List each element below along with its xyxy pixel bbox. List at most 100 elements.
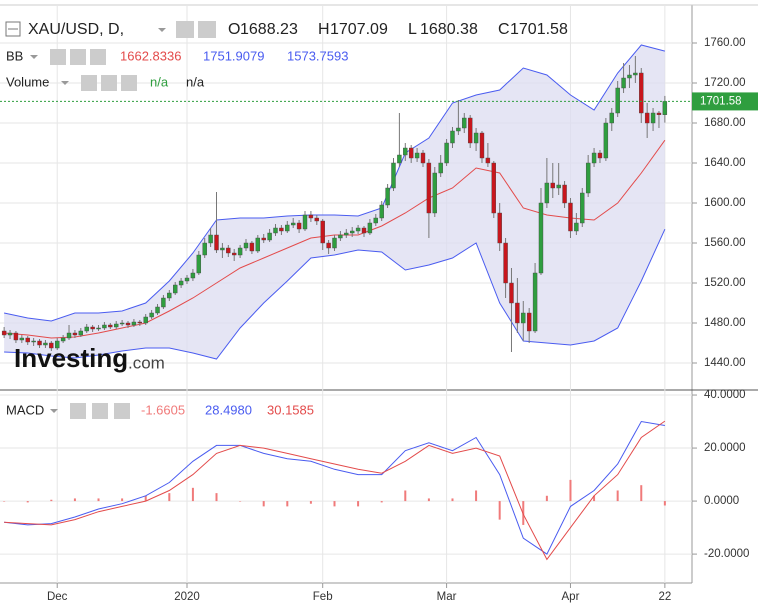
legend-value: 28.4980 <box>205 402 252 417</box>
candle-body <box>426 162 432 214</box>
last-price-label: 1701.58 <box>700 95 742 107</box>
candle-body <box>255 237 261 252</box>
candle-body <box>532 272 538 332</box>
watermark-suffix: .com <box>128 353 165 372</box>
plot <box>0 5 692 583</box>
histogram-bar <box>191 487 194 502</box>
histogram-bar <box>262 501 265 507</box>
candle-body <box>90 326 95 330</box>
histogram-bar <box>569 479 572 502</box>
ohlc-value: 1688.23 <box>240 21 298 38</box>
histogram-bar <box>73 498 76 502</box>
candle-body <box>544 182 550 204</box>
candle-body <box>662 101 668 115</box>
candle-body <box>19 337 25 341</box>
settings-icon[interactable] <box>101 75 117 91</box>
candle-body <box>591 152 597 164</box>
candle-body <box>320 220 325 244</box>
y-tick-label: 1600.00 <box>704 197 746 209</box>
candle-body <box>226 247 231 254</box>
candle-body <box>621 77 626 89</box>
ohlc-label: O <box>228 21 240 38</box>
candle-body <box>332 237 337 249</box>
candle-body <box>66 332 72 339</box>
histogram-bar <box>3 501 6 502</box>
candle-body <box>361 227 367 234</box>
candle-body <box>190 272 196 279</box>
histogram-bar <box>309 501 312 504</box>
candle-body <box>78 330 84 336</box>
ohlc-value: 1707.09 <box>330 21 388 38</box>
close-icon[interactable] <box>90 49 106 65</box>
ohlc-value: 1701.58 <box>510 21 568 38</box>
candle-body <box>562 184 567 204</box>
histogram-bar <box>404 490 407 502</box>
candle-body <box>456 127 461 132</box>
eye-icon[interactable] <box>81 75 97 91</box>
candle-body <box>220 247 225 251</box>
histogram-bar <box>215 493 218 502</box>
candle-body <box>49 342 54 349</box>
candle-body <box>25 337 30 343</box>
y-tick-label: 1480.00 <box>704 317 746 329</box>
candle-body <box>173 284 178 294</box>
histogram-bar <box>239 501 242 502</box>
candle-body <box>414 152 420 159</box>
candle-body <box>491 162 496 214</box>
y-tick-label: 0.0000 <box>704 495 739 507</box>
close-icon[interactable] <box>121 75 137 91</box>
y-tick-label: 1640.00 <box>704 157 746 169</box>
candle-body <box>296 222 302 230</box>
candle-body <box>114 323 119 328</box>
candle-body <box>603 122 609 159</box>
candle-body <box>291 222 296 226</box>
settings-icon[interactable] <box>92 403 108 419</box>
candle-body <box>249 242 255 252</box>
candle-body <box>72 332 78 336</box>
histogram-bar <box>144 495 147 502</box>
dropdown-arrow[interactable] <box>158 28 166 32</box>
candle-body <box>349 230 355 234</box>
x-tick-label: Feb <box>313 591 333 603</box>
settings-icon[interactable] <box>198 21 216 38</box>
candle-body <box>420 152 426 164</box>
candle-body <box>196 254 202 274</box>
symbol-title: XAU/USD, D, <box>28 21 124 38</box>
candle-body <box>96 327 101 330</box>
candle-body <box>119 322 125 325</box>
candle-body <box>161 297 166 308</box>
candle-body <box>485 157 491 164</box>
candle-body <box>627 74 632 79</box>
histogram-bar <box>593 495 596 502</box>
volume-label: Volume <box>6 74 49 89</box>
histogram-bar <box>50 499 53 502</box>
eye-icon[interactable] <box>176 21 194 38</box>
settings-icon[interactable] <box>70 49 86 65</box>
candle-body <box>237 247 243 256</box>
y-tick-label: 1720.00 <box>704 77 746 89</box>
candle-body <box>131 321 137 326</box>
close-icon[interactable] <box>114 403 130 419</box>
candle-body <box>178 280 184 286</box>
eye-icon[interactable] <box>50 49 66 65</box>
ohlc-label: H <box>318 21 330 38</box>
candle-body <box>338 234 343 239</box>
candle-body <box>1 330 7 336</box>
candle-body <box>202 242 207 256</box>
histogram-bar <box>168 493 171 502</box>
histogram-bar <box>26 501 29 503</box>
last-price-tag <box>692 92 758 111</box>
candle-body <box>137 321 143 324</box>
collapse-icon[interactable] <box>5 21 21 37</box>
candle-body <box>84 326 89 332</box>
eye-icon[interactable] <box>70 403 86 419</box>
macd-label: MACD <box>6 402 44 417</box>
candle-body <box>656 112 662 115</box>
dropdown-arrow[interactable] <box>61 81 69 85</box>
dropdown-arrow[interactable] <box>30 55 38 59</box>
candle-body <box>60 337 66 342</box>
legend-value: 1573.7593 <box>287 48 348 63</box>
dropdown-arrow[interactable] <box>50 409 58 413</box>
